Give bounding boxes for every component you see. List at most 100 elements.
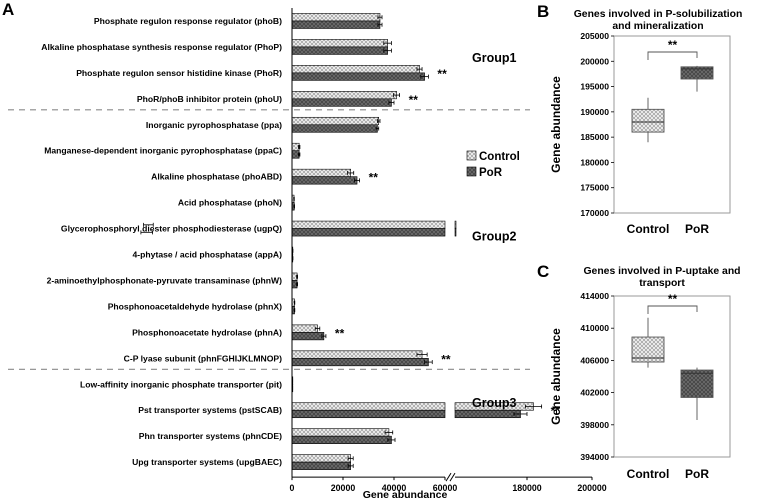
significance-phosphate-regulon-sensor-histidine-kinase-phor: ** [437, 67, 447, 81]
panel-b-y-tick-label-1: 175000 [580, 183, 609, 193]
panel-c-significance-bracket [647, 305, 698, 314]
bar-por-8-segment-2 [454, 228, 457, 237]
bar-break-gap [446, 399, 454, 422]
panel-c-iqr-por [680, 369, 714, 398]
error-bar-control-0 [377, 15, 383, 20]
panel-c-box-control [631, 317, 665, 368]
panel-b-title-line-0: Genes involved in P-solubilization [574, 9, 743, 20]
error-bar-control-3 [393, 93, 401, 98]
category-label-c-p-lyase-subunit-phnfghijklmnop: C-P lyase subunit (phnFGHIJKLMNOP) [124, 353, 282, 363]
group-label-group3: Group3 [472, 396, 516, 410]
significance-phor-phob-inhibitor-protein-phou: ** [409, 93, 419, 107]
bar-control-2 [291, 65, 420, 74]
significance-markers: ** ** ** ** ** ** [335, 67, 560, 418]
x-axis [291, 8, 593, 482]
x-tick-label-1: 20000 [331, 483, 356, 493]
panel-c-y-tick-label-3: 406000 [580, 355, 609, 365]
panel-c-plot: 394000 398000 402000 406000 410000 414000 Gene… [549, 291, 731, 481]
panel-c-plot-frame [613, 295, 731, 458]
bar-control-17 [291, 454, 351, 463]
category-labels: Phosphate regulon response regulator (ph… [41, 16, 282, 467]
bar-por-15 [291, 409, 521, 419]
error-bar-por-7 [293, 204, 295, 209]
panel-b-y-tick-label-2: 180000 [580, 157, 609, 167]
bar-control-8-segment-1 [291, 220, 446, 229]
category-label-phosphonoacetate-hydrolase-phna: Phosphonoacetate hydrolase (phnA) [132, 327, 282, 337]
error-bar-por-12 [321, 334, 327, 339]
category-label-phor-phob-inhibitor-protein-phou: PhoR/phoB inhibitor protein (phoU) [137, 94, 282, 104]
error-bar-por-17 [347, 463, 354, 468]
panel-b-significance-bracket [647, 51, 698, 60]
category-label-inorganic-pyrophosphatase-ppa: Inorganic pyrophosphatase (ppa) [146, 120, 282, 130]
bar-control-16 [291, 428, 390, 437]
category-label-manganese-dependent-inorganic-pyrophosphatase-ppac: Manganese-dependent inorganic pyrophosph… [44, 146, 282, 156]
panel-b-box-por [680, 65, 714, 92]
group-labels: Group1 Group2 Group3 [472, 51, 516, 410]
error-bar-control-2 [416, 67, 423, 72]
panel-b-significance-label: ** [668, 38, 678, 52]
x-tick-label-2: 40000 [382, 483, 407, 493]
panel-b-y-tick-label-3: 185000 [580, 132, 609, 142]
category-label-upg-transporter-systems-upgbaec: Upg transporter systems (upgBAEC) [132, 457, 282, 467]
panel-c-title-line-1: transport [639, 278, 685, 289]
error-bar-control-12 [314, 326, 321, 331]
legend: Control PoR [466, 150, 520, 179]
category-label-phosphonoacetaldehyde-hydrolase-phnx: Phosphonoacetaldehyde hydrolase (phnX) [108, 301, 282, 311]
bar-por-8 [291, 228, 457, 237]
panel-a-label: A [2, 0, 14, 19]
significance-alkaline-phosphatase-phoabd: ** [369, 171, 379, 185]
x-tick-label-5: 200000 [577, 483, 606, 493]
panel-b-title-line-1: and mineralization [612, 21, 703, 32]
significance-phosphonoacetate-hydrolase-phna: ** [335, 326, 345, 340]
legend-label-control: Control [479, 151, 520, 163]
error-bar-por-11 [293, 308, 296, 313]
panel-b-y-tick-label-4: 190000 [580, 107, 609, 117]
panel-b-iqr-control [631, 108, 665, 133]
legend-swatch-por [466, 166, 477, 177]
bar-por-12 [291, 332, 325, 341]
panel-c-label: C [537, 262, 549, 281]
error-bar-por-16 [387, 437, 396, 442]
legend-label-por: PoR [479, 167, 503, 179]
group-dividers [8, 109, 530, 370]
bar-control-8-segment-2 [454, 220, 457, 229]
error-bar-control-6 [347, 170, 355, 175]
category-label-glycerophosphoryl-diester-phosphodiesterase-ugpq: Glycerophosphoryl diester phosphodiester… [61, 224, 282, 234]
category-label-4-phytase-acid-phosphatase-appa: 4-phytase / acid phosphatase (appA) [133, 250, 283, 260]
category-label-pst-transporter-systems-pstscab: Pst transporter systems (pstSCAB) [138, 405, 282, 415]
category-label-alkaline-phosphatase-phoabd: Alkaline phosphatase (phoABD) [151, 172, 282, 182]
legend-swatch-control [466, 150, 477, 161]
bar-por-3 [291, 98, 392, 107]
error-bar-control-8 [143, 222, 154, 227]
panel-c-significance-label: ** [668, 292, 678, 306]
panel-b-plot-frame [613, 35, 731, 214]
error-bar-por-10 [296, 282, 299, 287]
error-bar-control-10 [296, 274, 299, 279]
bar-control-1 [291, 39, 388, 48]
panel-b-y-tick-label-6: 200000 [580, 56, 609, 66]
panel-b-y-tick-label-5: 195000 [580, 82, 609, 92]
panel-c-category-label-control: Control [627, 467, 670, 481]
bar-control-6 [291, 168, 351, 177]
panel-c-y-tick-label-2: 402000 [580, 388, 609, 398]
error-bar-por-15 [513, 411, 528, 416]
panel-c-y-tick-label-4: 410000 [580, 323, 609, 333]
x-tick-label-4: 180000 [512, 483, 541, 493]
bar-por-6 [291, 176, 358, 185]
category-label-alkaline-phosphatase-synthesis-response-regulator-phop: Alkaline phosphatase synthesis response … [41, 42, 282, 52]
bar-por-4 [291, 124, 378, 133]
error-bar-control-17 [347, 456, 354, 461]
panel-c-box-por [680, 367, 714, 420]
panel-b-y-tick-label-0: 170000 [580, 208, 609, 218]
bar-por-2 [291, 72, 425, 81]
category-label-phosphate-regulon-response-regulator-phob: Phosphate regulon response regulator (ph… [94, 16, 282, 26]
bar-control-3 [291, 91, 397, 100]
error-bar-por-2 [420, 74, 429, 79]
panel-b-category-label-control: Control [627, 222, 670, 236]
panel-c-y-tick-label-0: 394000 [580, 452, 609, 462]
error-bar-control-4 [377, 119, 381, 124]
panel-b-plot: 170000 175000 180000 185000 190000 195000 2000… [549, 31, 731, 236]
x-tick-label-0: 0 [290, 483, 295, 493]
